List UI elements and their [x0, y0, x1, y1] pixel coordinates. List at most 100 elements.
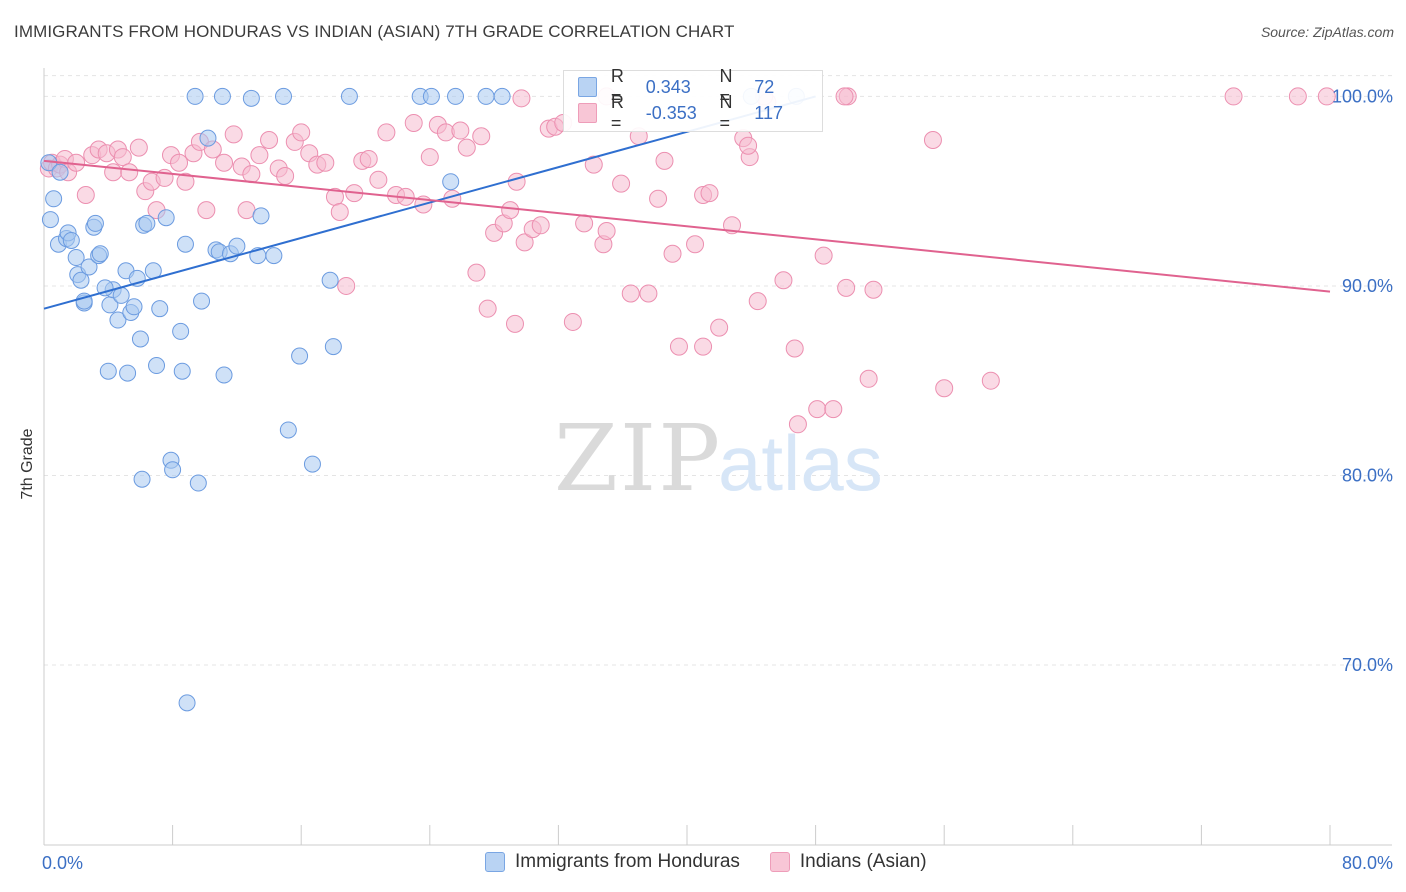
blue-point: [157, 209, 175, 227]
pink-point: [639, 284, 658, 303]
blue-point: [173, 362, 191, 380]
pink-point: [1224, 87, 1243, 106]
pink-trend-line: [43, 159, 1331, 293]
pink-point: [785, 339, 804, 358]
pink-point: [808, 400, 827, 419]
blue-point: [186, 87, 204, 105]
legend-row-pink: R = -0.353 N = 117: [578, 92, 822, 133]
legend-item-indians[interactable]: Indians (Asian): [769, 851, 927, 873]
n-value: 117: [754, 102, 783, 123]
blue-point: [96, 279, 114, 297]
blue-point: [189, 474, 207, 492]
pink-point: [531, 216, 550, 235]
pink-point: [710, 318, 729, 337]
blue-point: [172, 322, 190, 340]
pink-point: [584, 155, 603, 174]
pink-point: [472, 127, 491, 146]
blue-point: [199, 129, 217, 147]
r-label: R =: [610, 92, 624, 133]
pink-point: [176, 172, 195, 191]
blue-point: [131, 330, 149, 348]
blue-point: [447, 87, 465, 105]
pink-point: [377, 123, 396, 142]
pink-point: [507, 172, 526, 191]
blue-point: [119, 364, 137, 382]
pink-legend-swatch: [769, 852, 790, 872]
pink-point: [700, 184, 719, 203]
pink-point: [292, 123, 311, 142]
pink-point: [774, 271, 793, 290]
pink-point: [120, 163, 139, 182]
blue-point: [265, 247, 283, 265]
pink-point: [935, 379, 954, 398]
pink-point: [76, 185, 95, 204]
pink-point: [663, 244, 682, 263]
pink-point: [1317, 87, 1336, 106]
pink-point: [515, 233, 534, 252]
pink-point: [224, 125, 243, 144]
axes: [43, 68, 1392, 846]
blue-point: [176, 235, 194, 253]
watermark: ZIP atlas: [554, 405, 883, 512]
blue-point: [291, 347, 309, 365]
pink-point: [359, 149, 378, 168]
blue-point: [215, 366, 233, 384]
blue-point: [91, 245, 109, 263]
r-label: R =: [610, 66, 624, 107]
source-note: Source: ZipAtlas.com: [1260, 24, 1394, 40]
pink-point: [655, 151, 674, 170]
legend-row-blue: R = 0.343 N = 72: [578, 66, 822, 107]
blue-point: [67, 249, 85, 267]
r-value: 0.343: [645, 76, 691, 97]
pink-point: [612, 174, 631, 193]
pink-point: [686, 235, 705, 254]
blue-points: [40, 87, 805, 712]
legend-label-indians: Indians (Asian): [799, 851, 927, 872]
n-label: N =: [719, 66, 733, 107]
pink-point: [512, 89, 531, 108]
pink-point: [748, 292, 767, 311]
x-tick-label: 0.0%: [42, 853, 83, 873]
blue-point: [148, 357, 166, 375]
pink-point: [597, 221, 616, 240]
pink-point: [814, 246, 833, 265]
pink-point: [669, 337, 688, 356]
x-tick-label: 80.0%: [1342, 853, 1393, 873]
pink-point: [837, 278, 856, 297]
pink-point: [563, 312, 582, 331]
pink-point: [276, 167, 295, 186]
pink-point: [739, 136, 758, 155]
chart-title: IMMIGRANTS FROM HONDURAS VS INDIAN (ASIA…: [14, 22, 735, 41]
grid-lines: [44, 75, 1392, 666]
pink-point: [621, 284, 640, 303]
legend-item-honduras[interactable]: Immigrants from Honduras: [485, 851, 740, 873]
blue-point: [228, 237, 246, 255]
pink-point: [316, 153, 335, 172]
stats-legend: R = 0.343 N = 72 R = -0.353 N = 117: [563, 66, 823, 133]
blue-point: [109, 311, 127, 329]
y-axis-label: 7th Grade: [19, 428, 36, 500]
n-label: N =: [719, 92, 733, 133]
blue-point: [324, 338, 342, 356]
pink-point: [1288, 87, 1307, 106]
pink-point: [575, 214, 594, 233]
y-tick-label: 80.0%: [1342, 465, 1393, 485]
pink-point: [467, 263, 486, 282]
blue-point: [442, 173, 460, 191]
blue-point: [99, 362, 117, 380]
blue-point: [80, 258, 98, 276]
blue-point: [252, 207, 270, 225]
pink-point: [457, 138, 476, 157]
pink-point: [113, 148, 132, 167]
pink-point: [250, 146, 269, 165]
blue-point: [164, 461, 182, 479]
pink-point: [197, 201, 216, 220]
pink-point: [788, 415, 807, 434]
blue-point: [133, 470, 151, 488]
pink-point: [129, 138, 148, 157]
pink-point: [451, 121, 470, 140]
blue-point: [279, 421, 297, 439]
y-tick-label: 70.0%: [1342, 655, 1393, 675]
blue-point: [477, 87, 495, 105]
